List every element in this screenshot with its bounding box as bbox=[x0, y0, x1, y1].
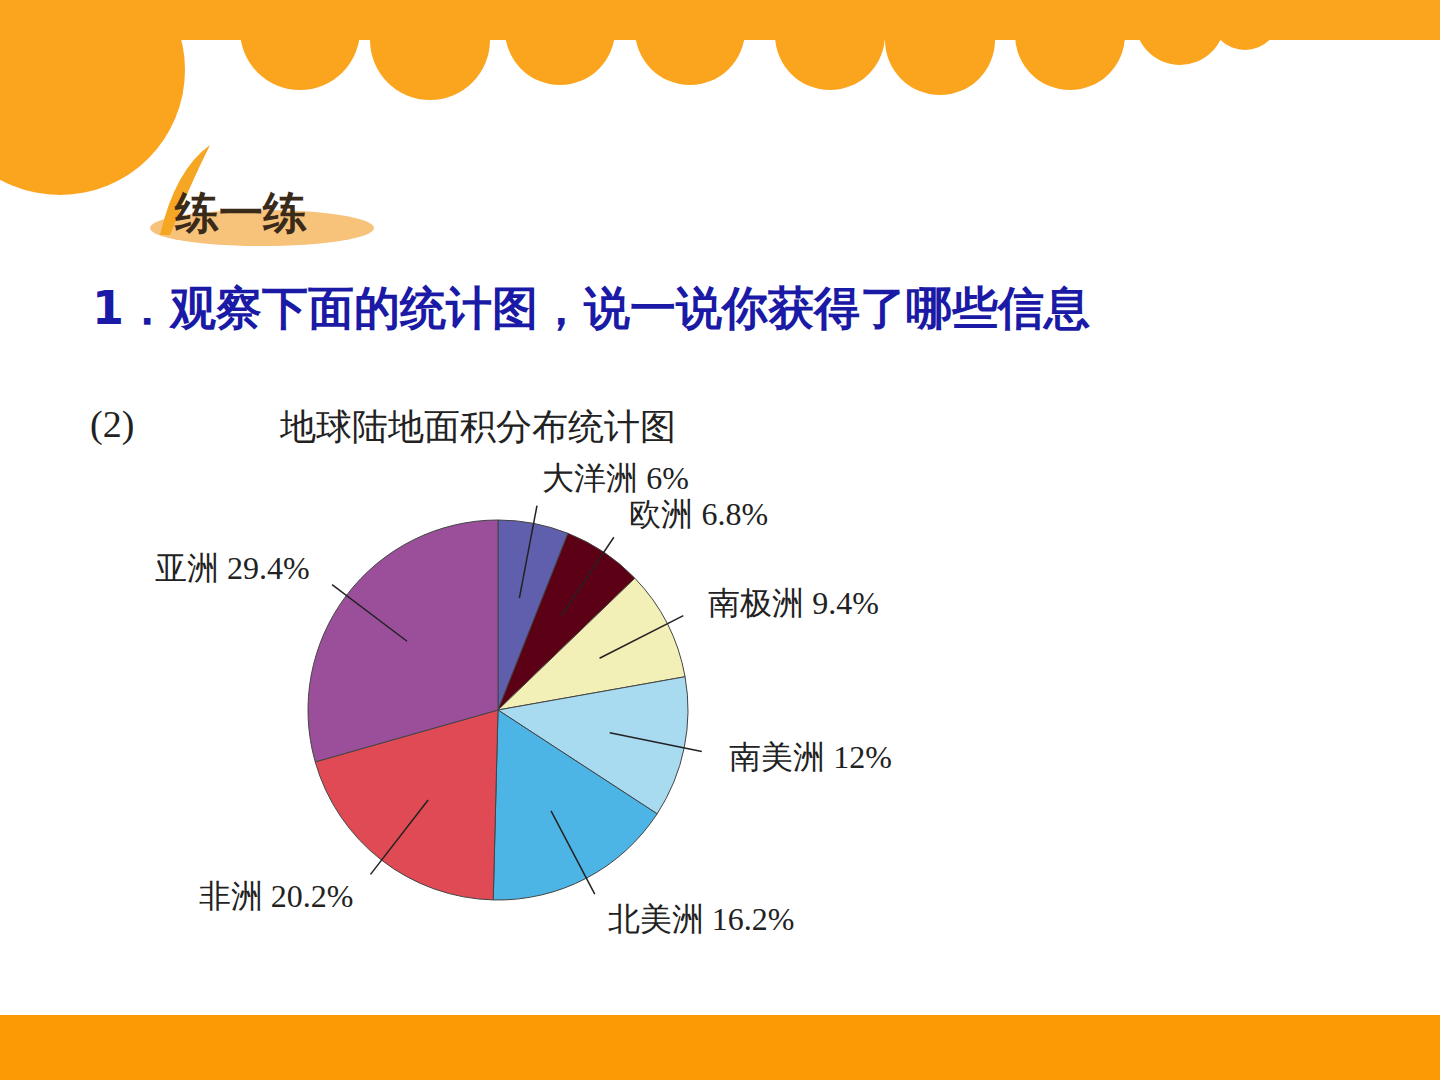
html-text:练一练: 练一练 bbox=[175, 187, 307, 238]
svg-text:南美洲 12%: 南美洲 12% bbox=[729, 739, 892, 775]
svg-text:南极洲 9.4%: 南极洲 9.4% bbox=[708, 585, 879, 621]
html-text:1．观察下面的统计图，说一说你获得了哪些信息: 1．观察下面的统计图，说一说你获得了哪些信息 bbox=[92, 281, 1090, 335]
html-text:(2): (2) bbox=[90, 403, 135, 445]
svg-text:欧洲 6.8%: 欧洲 6.8% bbox=[629, 496, 768, 532]
svg-text:亚洲 29.4%: 亚洲 29.4% bbox=[155, 550, 310, 586]
html-text:地球陆地面积分布统计图: 地球陆地面积分布统计图 bbox=[280, 407, 676, 447]
svg-text:北美洲 16.2%: 北美洲 16.2% bbox=[608, 901, 795, 937]
svg-text:非洲 20.2%: 非洲 20.2% bbox=[199, 878, 354, 914]
svg-text:大洋洲 6%: 大洋洲 6% bbox=[542, 460, 689, 496]
